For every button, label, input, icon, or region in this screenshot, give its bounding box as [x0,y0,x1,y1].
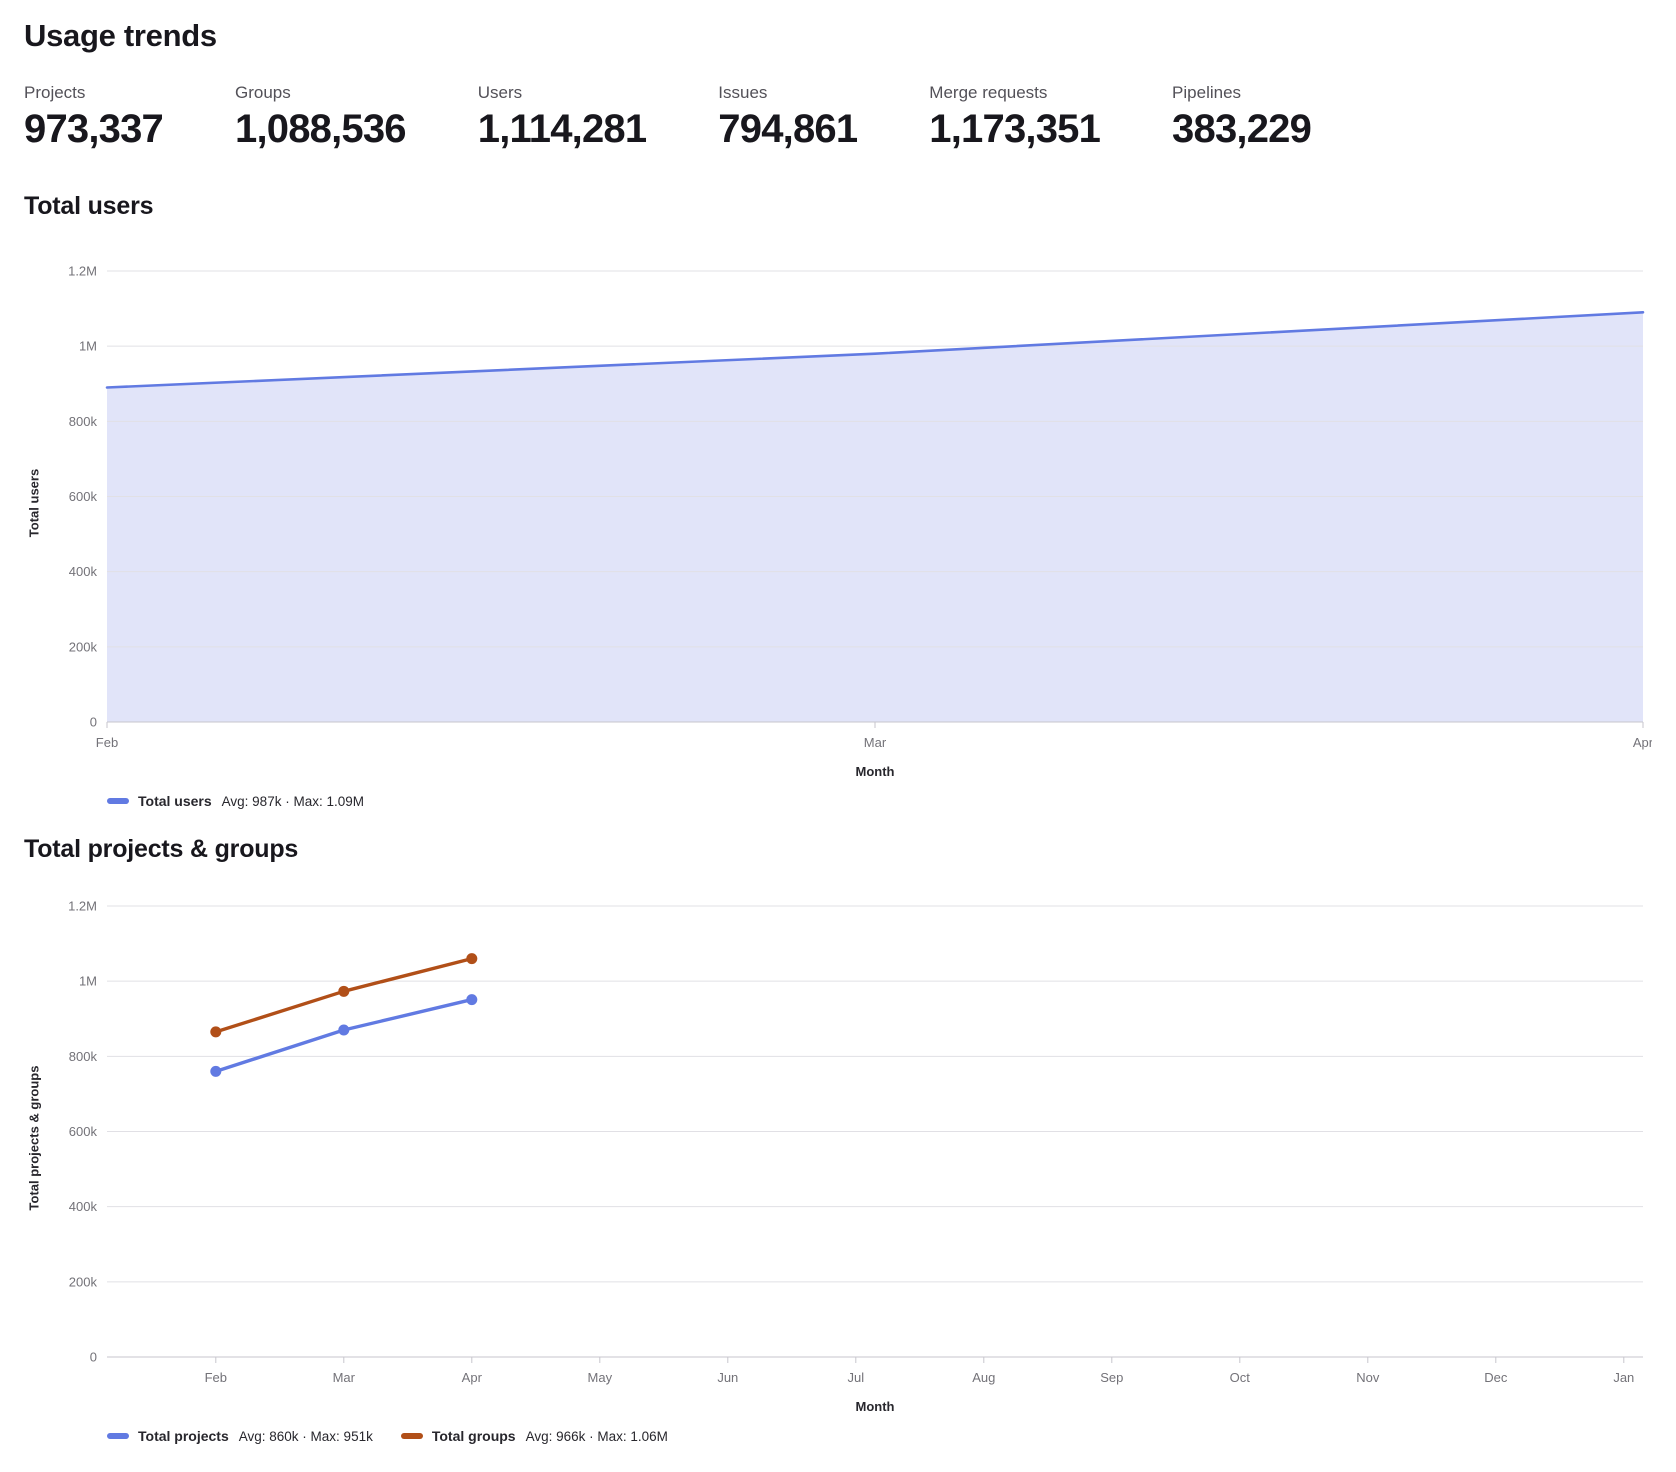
stat-label: Projects [24,83,86,102]
stat-label: Merge requests [929,83,1048,102]
data-point [210,1065,222,1077]
y-tick-label: 1.2M [68,264,97,279]
legend-stats: Avg: 966k · Max: 1.06M [525,1428,668,1444]
x-tick-label: Mar [333,1370,356,1385]
y-tick-label: 600k [69,1124,98,1139]
legend-marker [107,798,129,804]
stat-projects: Projects 973,337 [24,82,164,152]
stat-label: Users [477,83,523,102]
x-tick-label: Jan [1613,1370,1634,1385]
stat-value: 1,114,281 [477,107,647,151]
legend-total-users: Total users Avg: 987k · Max: 1.09M [24,793,1652,809]
y-axis-title-column: Total projects & groups [24,878,44,1398]
x-tick-label: Oct [1230,1370,1251,1385]
x-tick-label: Dec [1484,1370,1508,1385]
stat-value: 794,861 [718,107,858,151]
x-axis-title: Month [855,764,895,779]
x-tick-label: Apr [1633,735,1652,750]
stat-users: Users 1,114,281 [478,82,647,152]
y-tick-label: 800k [69,1049,98,1064]
legend-label: Total projects [138,1428,229,1444]
x-tick-label: Mar [864,735,887,750]
projects-groups-chart-area: Total projects & groups 0 200k 400k 600k 800… [24,878,1652,1398]
x-tick-label: Aug [972,1370,995,1385]
stat-pipelines: Pipelines 383,229 [1172,82,1312,152]
chart-section-projects-groups: Total projects & groups Total projects &… [24,835,1652,1444]
chart-section-total-users: Total users Total users 0 200k 400k 600k 800… [24,192,1652,809]
x-tick-label: Feb [96,735,118,750]
data-point [338,1024,350,1036]
legend-label: Total groups [431,1428,516,1444]
stat-value: 973,337 [24,107,164,151]
y-axis-title: Total projects & groups [26,1065,42,1211]
stat-label: Issues [718,83,768,102]
stat-issues: Issues 794,861 [718,82,858,152]
y-tick-label: 800k [69,414,98,429]
total-users-chart-area: Total users 0 200k 400k 600k 800k 1M 1.2M Feb Ma… [24,243,1653,763]
stat-merge-requests: Merge requests 1,173,351 [929,82,1101,152]
y-tick-label: 1M [79,974,97,989]
stat-value: 1,088,536 [235,107,407,151]
y-tick-label: 0 [90,715,97,730]
data-point [466,953,478,965]
page-title: Usage trends [24,18,217,53]
legend-item-total-projects[interactable]: Total projects Avg: 860k · Max: 951k [107,1428,373,1444]
legend-item-total-users[interactable]: Total users Avg: 987k · Max: 1.09M [107,793,364,809]
x-tick-label: Jun [717,1370,738,1385]
total-users-chart[interactable]: 0 200k 400k 600k 800k 1M 1.2M Feb Mar Apr [44,243,1652,763]
y-tick-label: 400k [69,564,98,579]
x-tick-label: Apr [462,1370,483,1385]
legend-item-total-groups[interactable]: Total groups Avg: 966k · Max: 1.06M [400,1428,668,1444]
legend-stats: Avg: 860k · Max: 951k [238,1428,373,1444]
x-tick-label: Nov [1356,1370,1380,1385]
data-point [338,985,350,997]
y-tick-label: 400k [69,1199,98,1214]
stat-value: 1,173,351 [929,107,1101,151]
x-tick-label: May [588,1370,613,1385]
x-tick-label: Feb [205,1370,227,1385]
y-tick-label: 0 [90,1350,97,1365]
x-tick-label: Sep [1100,1370,1123,1385]
y-tick-label: 1M [79,339,97,354]
y-tick-label: 200k [69,639,98,654]
stats-row: Projects 973,337 Groups 1,088,536 Users … [24,82,1652,152]
data-point [466,994,478,1006]
legend-label: Total users [138,793,212,809]
legend-marker [107,1433,129,1439]
area-fill [107,312,1643,722]
y-tick-label: 200k [69,1274,98,1289]
x-tick-label: Jul [847,1370,864,1385]
y-tick-label: 600k [69,489,98,504]
legend-marker [400,1433,423,1439]
series-line [105,311,1645,389]
projects-groups-chart[interactable]: 0 200k 400k 600k 800k 1M 1.2M Feb Mar Apr May Jun Ju… [44,878,1652,1398]
chart-title-projects-groups: Total projects & groups [24,835,299,863]
stat-groups: Groups 1,088,536 [235,82,407,152]
chart-title-total-users: Total users [24,192,154,220]
legend-stats: Avg: 987k · Max: 1.09M [221,793,364,809]
x-axis-title: Month [855,1399,895,1414]
y-axis-title-column: Total users [24,243,44,763]
stat-value: 383,229 [1172,107,1312,151]
stat-label: Groups [235,83,291,102]
y-tick-label: 1.2M [68,899,97,914]
stat-label: Pipelines [1172,83,1242,102]
y-axis-title: Total users [26,468,42,538]
data-point [210,1026,222,1038]
legend-projects-groups: Total projects Avg: 860k · Max: 951k Tot… [24,1428,1652,1444]
